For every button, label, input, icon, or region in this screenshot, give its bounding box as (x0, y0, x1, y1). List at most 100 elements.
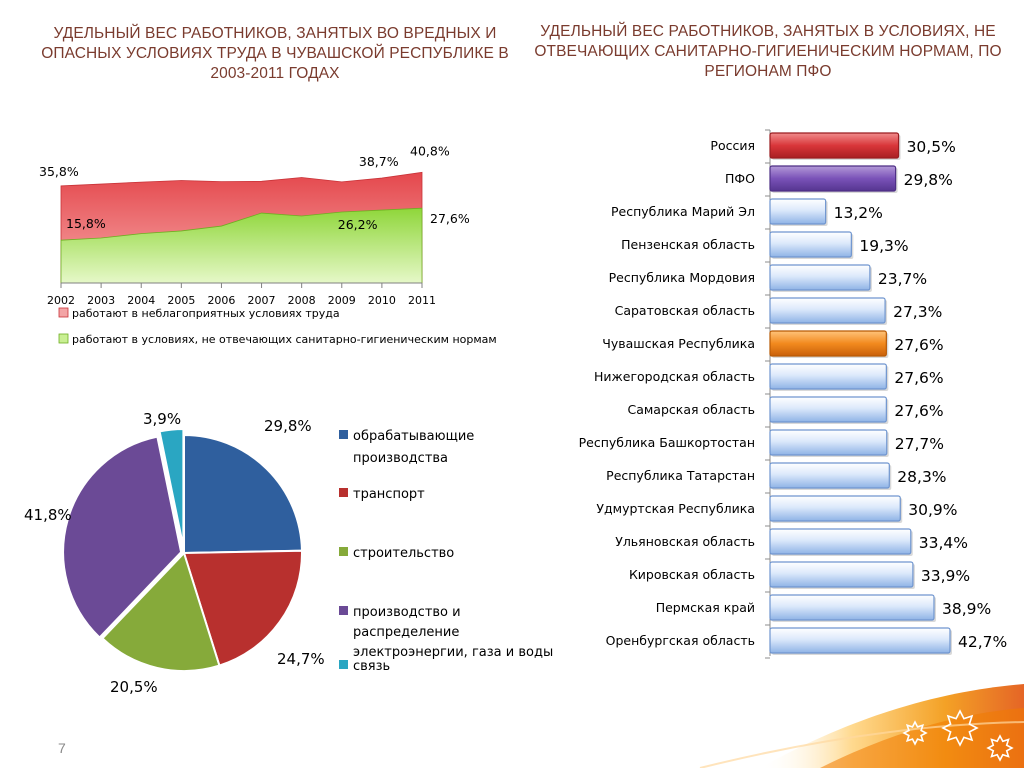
data-label: 35,8% (39, 164, 79, 179)
category-label: Удмуртская Республика (596, 501, 755, 516)
right-chart-title: УДЕЛЬНЫЙ ВЕС РАБОТНИКОВ, ЗАНЯТЫХ В УСЛОВ… (534, 23, 1002, 80)
star-icon (941, 709, 979, 747)
x-tick-label: 2005 (167, 294, 195, 307)
bar (769, 396, 887, 423)
bar (769, 594, 935, 621)
legend-swatch (339, 606, 348, 615)
bar (769, 132, 900, 159)
value-label: 33,4% (919, 534, 968, 552)
pie-chart: 29,8% 24,7% 20,5% 41,8% 3,9% обрабатывающие пр… (24, 410, 553, 696)
value-label: 30,5% (907, 138, 956, 156)
star-icon (986, 734, 1014, 762)
category-label: Нижегородская область (594, 369, 755, 384)
pie-value-label: 41,8% (24, 506, 72, 524)
value-label: 27,6% (894, 336, 943, 354)
bar (769, 462, 890, 489)
bar (769, 363, 887, 390)
area-chart: 2002 2003 2004 2005 2006 2007 2008 2009 2010 2011… (39, 143, 497, 346)
legend-swatch (339, 430, 348, 439)
page-number: 7 (58, 740, 66, 756)
value-label: 30,9% (908, 501, 957, 519)
legend-swatch (58, 333, 69, 344)
value-label: 33,9% (921, 567, 970, 585)
pie-value-label: 3,9% (143, 410, 181, 428)
x-tick-label: 2009 (328, 294, 356, 307)
value-label: 27,7% (895, 435, 944, 453)
legend-swatch (339, 488, 348, 497)
legend-label: связь (353, 659, 390, 674)
value-label: 38,9% (942, 600, 991, 618)
x-tick-label: 2002 (47, 294, 75, 307)
pie-value-label: 29,8% (264, 417, 312, 435)
bar (769, 264, 871, 291)
x-tick-label: 2010 (368, 294, 396, 307)
bar (769, 297, 886, 324)
legend-label: обрабатывающие производства (353, 429, 474, 466)
pie-value-label: 24,7% (277, 650, 325, 668)
area-series-2 (60, 207, 423, 284)
pie-slice (158, 428, 185, 548)
bar (769, 528, 912, 555)
category-label: Оренбургская область (606, 633, 755, 648)
star-icon (902, 720, 928, 746)
category-label: ПФО (725, 171, 755, 186)
bar (769, 429, 888, 456)
category-label: Республика Татарстан (606, 468, 755, 483)
legend-swatch (339, 547, 348, 556)
category-label: Россия (710, 138, 755, 153)
pie-slice (182, 549, 303, 667)
data-label: 38,7% (359, 154, 399, 169)
pie-slice (62, 435, 183, 639)
pie-value-label: 20,5% (110, 678, 158, 696)
x-tick-label: 2006 (207, 294, 235, 307)
legend-swatch (58, 307, 69, 318)
x-tick-label: 2004 (127, 294, 155, 307)
left-chart-title: УДЕЛЬНЫЙ ВЕС РАБОТНИКОВ, ЗАНЯТЫХ ВО ВРЕД… (41, 25, 509, 82)
value-label: 42,7% (958, 633, 1007, 651)
value-label: 29,8% (904, 171, 953, 189)
data-label: 26,2% (338, 217, 378, 232)
bar (769, 561, 914, 588)
category-label: Республика Башкортостан (579, 435, 755, 450)
value-label: 13,2% (834, 204, 883, 222)
category-label: Пензенская область (621, 237, 755, 252)
value-label: 27,6% (894, 402, 943, 420)
category-label: Республика Марий Эл (611, 204, 755, 219)
corner-decoration (699, 684, 1024, 768)
value-label: 19,3% (859, 237, 908, 255)
legend-label: производство и распределение электроэнерги… (353, 605, 553, 660)
bar (769, 627, 951, 654)
value-label: 28,3% (897, 468, 946, 486)
bar-chart: Россия 30,5% ПФО 29,8% Республика Марий Эл 13… (579, 129, 1007, 659)
value-label: 27,6% (894, 369, 943, 387)
legend-swatch (339, 660, 348, 669)
legend-label: работают в неблагоприятных условиях труд… (72, 307, 340, 320)
category-label: Ульяновская область (615, 534, 755, 549)
category-label: Пермская край (656, 600, 755, 615)
legend-label: транспорт (353, 487, 425, 502)
value-label: 23,7% (878, 270, 927, 288)
pie-slice (183, 433, 303, 555)
star-decoration-icons (902, 709, 1014, 762)
bar (769, 198, 827, 225)
x-tick-label: 2011 (408, 294, 436, 307)
x-tick-label: 2007 (248, 294, 276, 307)
legend-label: строительство (353, 546, 454, 561)
x-tick-label: 2008 (288, 294, 316, 307)
data-label: 15,8% (66, 216, 106, 231)
legend-label: работают в условиях, не отвечающих санит… (72, 333, 497, 346)
category-label: Чувашская Республика (602, 336, 755, 351)
category-label: Саратовская область (615, 303, 755, 318)
category-label: Республика Мордовия (609, 270, 755, 285)
data-label: 40,8% (410, 143, 450, 158)
category-label: Кировская область (629, 567, 755, 582)
bar (769, 231, 852, 258)
bar (769, 165, 897, 192)
category-label: Самарская область (627, 402, 755, 417)
pie-slice (101, 551, 221, 672)
data-label: 27,6% (430, 211, 470, 226)
bar (769, 495, 901, 522)
bar (769, 330, 887, 357)
value-label: 27,3% (893, 303, 942, 321)
